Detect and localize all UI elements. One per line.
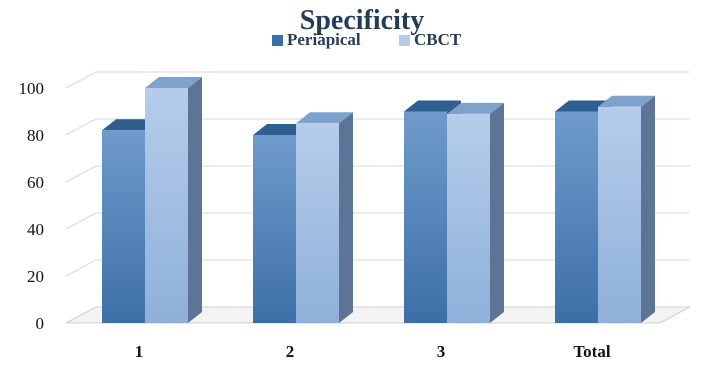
legend-swatch [272, 35, 283, 46]
legend-item-cbct: CBCT [399, 30, 462, 49]
legend-label: CBCT [414, 30, 462, 49]
x-tick-label: 3 [437, 342, 446, 361]
y-tick-label: 20 [27, 267, 44, 286]
y-tick-label: 60 [27, 173, 44, 192]
bar-cbct-total [598, 95, 655, 323]
legend-swatch [399, 35, 410, 46]
bar-front-face [296, 123, 339, 323]
y-tick-label: 80 [27, 126, 44, 145]
x-tick-label: 1 [135, 342, 144, 361]
y-tick-label: 100 [19, 79, 45, 98]
bar-top-face [102, 119, 159, 131]
bar-cbct-3 [447, 102, 504, 323]
axis-layer: 0 20 40 60 80 100 1 2 3 Total [19, 79, 611, 361]
bar-side-face [339, 112, 353, 323]
x-tick-label: 2 [286, 342, 295, 361]
legend-label: Periapical [287, 30, 361, 49]
bar-top-face [555, 100, 612, 112]
bar-front-face [404, 111, 447, 323]
bar-top-face [404, 100, 461, 112]
bar-top-face [598, 95, 655, 107]
bar-cbct-2 [296, 112, 353, 323]
grid-layer [65, 71, 691, 324]
gridline [65, 71, 690, 89]
bar-front-face [102, 130, 145, 323]
y-tick-label: 0 [36, 314, 45, 333]
bar-front-face [598, 106, 641, 323]
bar-top-face [447, 102, 504, 114]
bar-top-face [145, 77, 202, 88]
legend-item-periapical: Periapical [272, 30, 361, 49]
bar-front-face [447, 113, 490, 323]
x-tick-label: Total [573, 342, 610, 361]
bar-front-face [253, 135, 296, 323]
bar-side-face [641, 95, 655, 323]
bars-layer [102, 77, 655, 323]
bar-front-face [555, 111, 598, 323]
bar-side-face [490, 102, 504, 323]
y-tick-label: 40 [27, 220, 44, 239]
bar-front-face [145, 88, 188, 323]
legend: Periapical CBCT [272, 30, 462, 49]
bar-top-face [253, 124, 310, 135]
bar-top-face [296, 112, 353, 124]
bar-side-face [188, 77, 202, 323]
bar-cbct-1 [145, 77, 202, 323]
chart-title: Specificity [300, 5, 424, 36]
